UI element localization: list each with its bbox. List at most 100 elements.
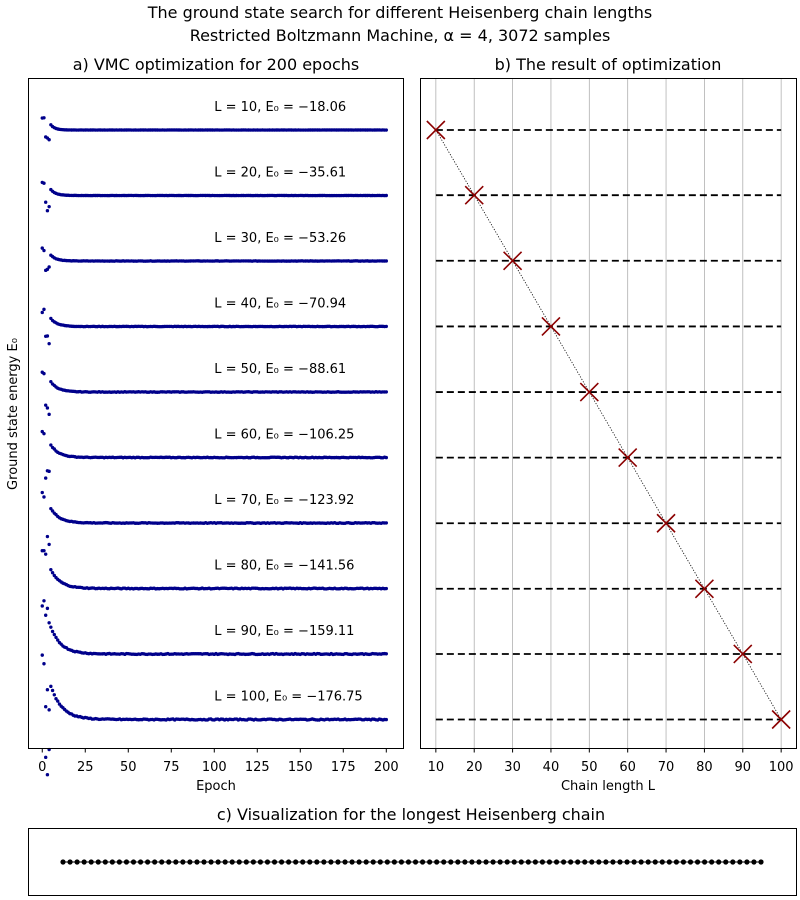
- data-point: [45, 209, 50, 213]
- result-marker: [503, 251, 523, 271]
- series-label: L = 30, E₀ = −53.26: [214, 231, 346, 246]
- series-L30: [40, 246, 388, 273]
- chain-site: [271, 859, 278, 865]
- chain-site: [116, 859, 122, 865]
- chain-site: [201, 859, 207, 865]
- data-point: [384, 652, 388, 656]
- chain-site: [575, 859, 581, 865]
- data-point: [45, 606, 50, 611]
- x-tick-label: 175: [331, 760, 356, 775]
- result-marker: [426, 120, 446, 140]
- chain-site: [222, 859, 228, 865]
- series-label: L = 10, E₀ = −18.06: [214, 100, 346, 115]
- chain-site: [95, 859, 101, 865]
- series-label: L = 90, E₀ = −159.11: [214, 624, 354, 639]
- chain-site: [314, 859, 320, 865]
- data-point: [49, 625, 53, 629]
- series-L40: [40, 307, 388, 346]
- data-point: [50, 629, 55, 634]
- data-point: [45, 534, 50, 539]
- series-label: L = 80, E₀ = −141.56: [214, 559, 354, 574]
- data-point: [47, 265, 51, 269]
- result-marker: [694, 579, 714, 599]
- data-point: [50, 571, 55, 575]
- data-point: [49, 379, 53, 384]
- series-L90: [40, 599, 388, 712]
- chain-site: [511, 859, 517, 865]
- chain-site: [356, 859, 362, 865]
- x-tick-label: 150: [288, 760, 313, 775]
- chain-site: [716, 859, 722, 865]
- chain-site: [652, 859, 658, 865]
- chain-site: [427, 859, 433, 865]
- chain-site: [250, 859, 256, 865]
- result-marker: [579, 382, 599, 402]
- data-point: [44, 476, 48, 480]
- data-point: [44, 613, 48, 617]
- data-point: [52, 632, 56, 637]
- x-tick-label: 60: [619, 760, 636, 775]
- chain-site: [462, 859, 468, 865]
- series-L10: [40, 116, 388, 142]
- data-point: [40, 604, 44, 608]
- chain-site: [596, 859, 602, 865]
- data-point: [40, 490, 44, 495]
- data-point: [384, 521, 388, 525]
- chain-site: [257, 859, 264, 865]
- chain-site: [582, 859, 588, 865]
- data-point: [47, 708, 51, 712]
- chain-site: [455, 859, 461, 865]
- x-tick-label: 70: [658, 760, 675, 775]
- panel-a-x-ticks: 0 25 50 75 100 125 150 175 200: [38, 748, 399, 775]
- data-point: [384, 193, 388, 198]
- chain-site: [603, 859, 609, 865]
- data-point: [384, 717, 388, 722]
- data-point: [56, 699, 60, 703]
- series-L50: [40, 370, 388, 417]
- chain-site: [130, 859, 137, 865]
- data-point: [44, 552, 48, 556]
- panel-a-series: [40, 116, 388, 777]
- chain-site: [370, 859, 376, 865]
- chain-site: [560, 859, 567, 865]
- series-L20: [40, 180, 388, 213]
- chain-site: [166, 859, 172, 865]
- data-point: [54, 697, 58, 701]
- chain-site: [81, 859, 87, 865]
- chain-site: [553, 859, 560, 865]
- x-tick-label: 200: [374, 760, 399, 775]
- chain-site: [123, 859, 130, 865]
- chain-site: [419, 859, 426, 865]
- series-L80: [40, 548, 388, 625]
- x-tick-label: 40: [543, 760, 560, 775]
- chain-site: [412, 859, 419, 865]
- chain-site: [384, 859, 390, 865]
- data-point: [44, 755, 48, 760]
- chain-site: [300, 859, 306, 865]
- chain-site: [278, 859, 285, 865]
- chain-site: [666, 859, 672, 865]
- data-point: [49, 567, 53, 572]
- panel-b-gridlines: [435, 78, 782, 749]
- result-marker: [771, 709, 791, 730]
- chain-site: [321, 859, 327, 865]
- result-marker: [541, 316, 561, 337]
- panel-a-title: a) VMC optimization for 200 epochs: [73, 55, 360, 74]
- data-point: [44, 200, 48, 204]
- x-tick-label: 90: [735, 760, 752, 775]
- chain-site: [137, 859, 144, 865]
- data-point: [42, 116, 46, 120]
- chain-site: [737, 859, 743, 865]
- series-L70: [40, 490, 388, 556]
- chain-site: [730, 859, 736, 865]
- data-point: [45, 267, 50, 272]
- chain-site: [145, 859, 151, 865]
- data-point: [54, 635, 58, 640]
- chain-site: [645, 859, 651, 865]
- chain-site: [286, 859, 292, 865]
- figure-title-line2: Restricted Boltzmann Machine, α = 4, 307…: [190, 26, 611, 45]
- data-point: [384, 455, 388, 460]
- data-point: [42, 431, 46, 436]
- chain-site: [744, 859, 750, 865]
- result-marker: [464, 185, 484, 205]
